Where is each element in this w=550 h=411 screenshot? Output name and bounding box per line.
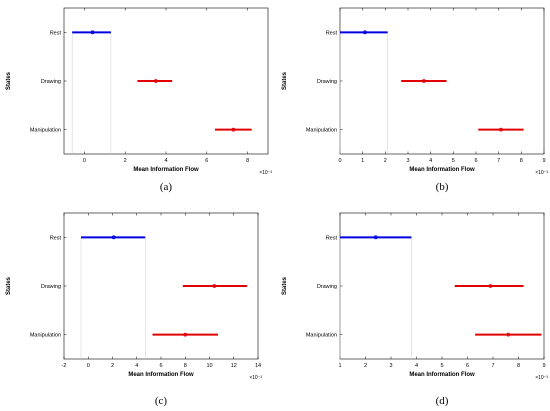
chart-panel-b: 0 1 2 3 4 5 6 7 8 9 Rest Drawing Manipulation Mean In…	[282, 7, 548, 193]
mean-marker	[499, 127, 503, 132]
x-tick-label: 4	[429, 158, 432, 164]
category-label: Drawing	[317, 284, 337, 290]
x-tick-label: 7	[491, 363, 494, 369]
mean-marker	[153, 79, 158, 83]
x-tick-label: 6	[466, 363, 469, 369]
y-axis-label: States	[282, 276, 288, 295]
x-axis-label: Mean Information Flow	[133, 167, 199, 173]
x-tick-label: 4	[415, 363, 418, 369]
x-exponent-label: ×10⁻³	[259, 170, 272, 176]
category-label: Rest	[50, 235, 62, 241]
category-label: Drawing	[317, 79, 337, 85]
x-tick-label: 10	[206, 363, 212, 369]
chart-panel-c: -2 0 2 4 6 8 10 12 14 Rest Drawing Manipulation Mean…	[6, 212, 262, 407]
x-tick-label: 9	[542, 158, 545, 164]
x-tick-label: 1	[338, 363, 341, 369]
x-tick-label: 2	[124, 158, 127, 164]
x-tick-label: 6	[205, 158, 208, 164]
x-tick-label: 9	[542, 363, 545, 369]
mean-marker	[373, 235, 378, 240]
x-tick-label: 8	[520, 158, 523, 164]
chart-panel-a: 0 2 4 6 8 Rest Drawing Manipulation Mean Informa…	[6, 7, 272, 193]
mean-marker	[421, 79, 426, 83]
x-tick-label: 0	[87, 363, 90, 369]
panel-caption: (c)	[155, 395, 168, 407]
category-label: Rest	[326, 30, 338, 36]
x-tick-label: 2	[384, 158, 387, 164]
x-tick-label: 14	[255, 363, 261, 369]
x-tick-label: 3	[389, 363, 392, 369]
category-label: Drawing	[41, 284, 61, 290]
category-label: Manipulation	[306, 333, 337, 339]
x-tick-label: 4	[164, 158, 167, 164]
x-tick-label: 8	[517, 363, 520, 369]
category-label: Drawing	[41, 79, 61, 85]
x-axis-label: Mean Information Flow	[409, 167, 475, 173]
x-tick-label: 2	[111, 363, 114, 369]
x-tick-label: 4	[135, 363, 138, 369]
x-axis-label: Mean Information Flow	[128, 372, 194, 378]
category-label: Manipulation	[30, 333, 61, 339]
y-axis-label: States	[282, 71, 288, 90]
category-label: Rest	[50, 30, 62, 36]
x-tick-label: 6	[474, 158, 477, 164]
x-tick-label: 3	[406, 158, 409, 164]
mean-marker	[488, 284, 493, 288]
x-tick-label: 1	[361, 158, 364, 164]
x-tick-label: 12	[231, 363, 237, 369]
x-tick-label: -2	[62, 363, 67, 369]
mean-marker	[111, 235, 116, 240]
x-tick-label: 8	[184, 363, 187, 369]
x-axis-label: Mean Information Flow	[409, 372, 475, 378]
category-label: Rest	[326, 235, 338, 241]
x-exponent-label: ×10⁻³	[249, 375, 262, 381]
x-tick-label: 5	[440, 363, 443, 369]
chart-panel-d: 1 2 3 4 5 6 7 8 9 Rest Drawing Manipulation Mean Inf…	[282, 212, 548, 407]
x-tick-label: 7	[497, 158, 500, 164]
x-tick-label: 5	[452, 158, 455, 164]
category-label: Manipulation	[306, 128, 337, 134]
mean-marker	[212, 284, 217, 288]
x-exponent-label: ×10⁻³	[535, 170, 548, 176]
x-tick-label: 0	[83, 158, 86, 164]
mean-marker	[90, 30, 95, 35]
panel-caption: (b)	[436, 181, 449, 193]
mean-marker	[506, 332, 511, 337]
x-exponent-label: ×10⁻³	[535, 375, 548, 381]
panel-caption: (d)	[436, 395, 449, 407]
x-tick-label: 6	[159, 363, 162, 369]
y-axis-label: States	[6, 71, 12, 90]
x-tick-label: 0	[338, 158, 341, 164]
mean-marker	[231, 127, 236, 132]
panel-caption: (a)	[160, 181, 173, 193]
mean-marker	[363, 30, 367, 35]
mean-marker	[183, 332, 188, 337]
category-label: Manipulation	[30, 128, 61, 134]
x-tick-label: 8	[246, 158, 249, 164]
y-axis-label: States	[6, 276, 12, 295]
x-tick-label: 2	[364, 363, 367, 369]
